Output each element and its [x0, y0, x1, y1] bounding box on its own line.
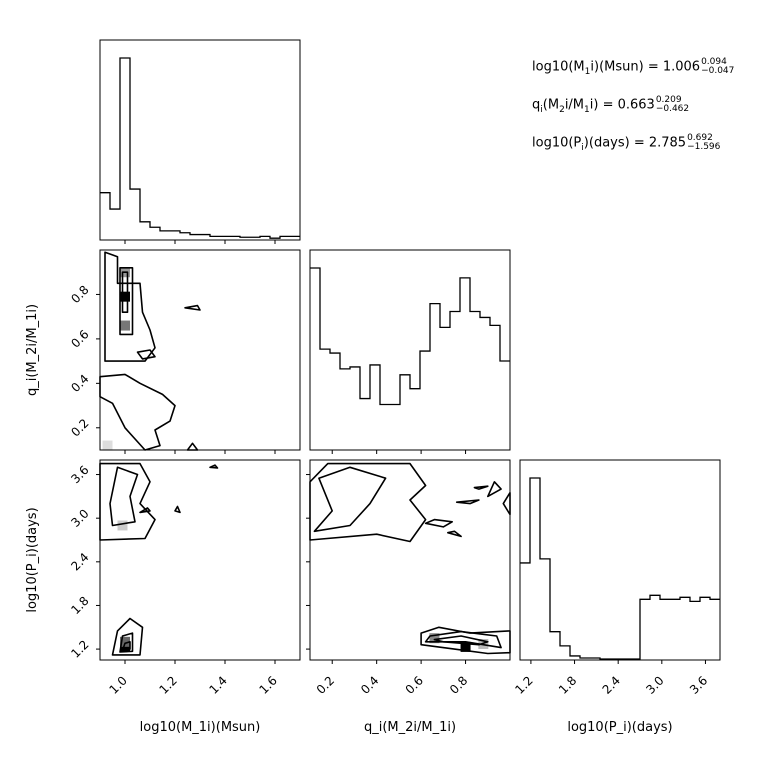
- contour-p_vs_q-5: [486, 480, 502, 498]
- stat-m1-sub: 1: [584, 67, 591, 78]
- density-cell-q_vs_m1-1: [120, 320, 130, 331]
- xtick-label-q-1: 0.4: [358, 673, 381, 696]
- stat-m1-upper: 0.094: [701, 57, 727, 67]
- stat-m1-pre: log10(M: [532, 59, 585, 75]
- panel-frame-p_vs_q: [309, 459, 511, 661]
- stat-p-sub: i: [581, 143, 584, 154]
- contour-p_vs_q-9: [424, 630, 502, 649]
- contour-q_vs_m1-5: [184, 304, 201, 311]
- xlabel-m1: log10(M_1i)(Msun): [140, 720, 261, 735]
- contour-p_vs_m1-5: [111, 617, 144, 656]
- xtick-label-p-2: 2.4: [600, 673, 623, 696]
- hist-p: [520, 477, 720, 660]
- stat-q-post: (M: [542, 97, 560, 113]
- contour-p_vs_m1-1: [109, 466, 139, 527]
- density-cell-p_vs_m1-0: [120, 641, 130, 652]
- xlabel-q: q_i(M_2i/M_1i): [364, 720, 456, 735]
- density-cell-p_vs_m1-2: [117, 520, 128, 531]
- ytick-label-p-0: 1.2: [68, 637, 91, 660]
- stat-p-lower: −1.596: [687, 142, 721, 152]
- contour-p_vs_m1-3: [174, 505, 181, 514]
- contour-p_vs_q-2: [424, 518, 454, 528]
- xtick-label-m1-0: 1.0: [106, 673, 129, 696]
- contour-p_vs_q-4: [473, 485, 489, 490]
- stat-q-upper: 0.209: [655, 95, 682, 105]
- stat-p-value: 2.785: [648, 135, 687, 151]
- ylabel-p: log10(P_i)(days): [25, 507, 40, 612]
- xtick-label-m1-3: 1.6: [256, 673, 279, 696]
- xtick-label-q-3: 0.8: [447, 673, 470, 696]
- xtick-label-m1-2: 1.4: [206, 673, 229, 696]
- xtick-label-q-2: 0.6: [403, 673, 426, 696]
- stat-q-post2: i/M: [564, 97, 585, 113]
- contour-p_vs_m1-2: [139, 507, 151, 514]
- ytick-label-p-3: 3.0: [68, 506, 91, 529]
- panel-frame-q_vs_m1: [99, 249, 301, 451]
- contour-p_vs_m1-6: [119, 632, 134, 653]
- panel-frame-p-p: [519, 459, 721, 661]
- density-cell-q_vs_m1-0: [120, 291, 130, 302]
- contour-q_vs_m1-0: [104, 251, 156, 362]
- stat-p-upper: 0.692: [687, 133, 713, 143]
- xtick-label-p-3: 3.0: [643, 673, 666, 696]
- stat-q-post3: i) =: [589, 97, 618, 113]
- stat-m1-value: 1.006: [662, 59, 701, 75]
- contour-p_vs_m1-0: [99, 462, 156, 541]
- density-cell-p_vs_m1-1: [120, 636, 130, 647]
- stat-p-pre: log10(P: [532, 135, 582, 151]
- contour-p_vs_m1-4: [209, 464, 219, 469]
- stat-m1-lower: −0.047: [701, 66, 735, 76]
- contour-p_vs_q-10: [433, 635, 489, 646]
- contour-p_vs_q-7: [446, 530, 462, 538]
- stat-q-value: 0.663: [617, 97, 655, 113]
- contour-p_vs_q-1: [313, 466, 387, 533]
- stat-m1: log10(M1i)(Msun) = 1.006 0.094 −0.047: [532, 57, 735, 78]
- panel-frame-q-q: [309, 249, 511, 451]
- xtick-label-p-4: 3.6: [687, 673, 710, 696]
- panel-frame-m1-m1: [99, 39, 301, 241]
- stat-q-sub2: 2: [559, 105, 565, 116]
- contour-p_vs_q-3: [455, 499, 480, 505]
- ytick-label-q-3: 0.8: [68, 283, 91, 306]
- ytick-label-p-2: 2.4: [68, 550, 91, 573]
- stat-q-sub3: 1: [584, 105, 590, 116]
- ytick-label-q-0: 0.2: [68, 416, 91, 439]
- stat-p-post: )(days) =: [583, 135, 649, 151]
- contour-q_vs_m1-4: [99, 373, 176, 451]
- ytick-label-p-4: 3.6: [68, 463, 91, 486]
- xtick-label-p-0: 1.2: [512, 673, 535, 696]
- stat-m1-post: i)(Msun) =: [590, 59, 663, 75]
- contour-q_vs_m1-3: [136, 349, 156, 360]
- contour-p_vs_q-6: [502, 491, 511, 516]
- ytick-label-q-2: 0.6: [68, 327, 91, 350]
- density-cell-q_vs_m1-3: [102, 440, 113, 451]
- xtick-label-p-1: 1.8: [556, 673, 579, 696]
- hist-q: [310, 267, 510, 406]
- ytick-label-q-1: 0.4: [68, 372, 91, 395]
- stat-q: qi(M2i/M1i) = 0.663 0.209 −0.462: [532, 95, 690, 116]
- stat-q-lower: −0.462: [655, 104, 690, 114]
- density-cell-p_vs_q-0: [460, 641, 471, 652]
- ytick-label-p-1: 1.8: [68, 594, 91, 617]
- stat-p: log10(Pi)(days) = 2.785 0.692 −1.596: [532, 133, 721, 154]
- stat-q-pre: q: [532, 97, 541, 113]
- xtick-label-m1-1: 1.2: [156, 673, 179, 696]
- xlabel-p: log10(P_i)(days): [567, 720, 672, 735]
- contour-p_vs_m1-7: [121, 640, 131, 652]
- stat-q-sub: i: [540, 105, 543, 116]
- density-cell-p_vs_q-1: [429, 633, 440, 644]
- contour-q_vs_m1-2: [121, 271, 129, 314]
- contour-p_vs_q-0: [309, 462, 427, 543]
- contour-q_vs_m1-6: [186, 442, 199, 451]
- ylabel-q: q_i(M_2i/M_1i): [25, 304, 40, 396]
- xtick-label-q-0: 0.2: [314, 673, 337, 696]
- contour-q_vs_m1-1: [119, 266, 134, 336]
- hist-m1: [100, 57, 300, 239]
- panel-frame-p_vs_m1: [99, 459, 301, 661]
